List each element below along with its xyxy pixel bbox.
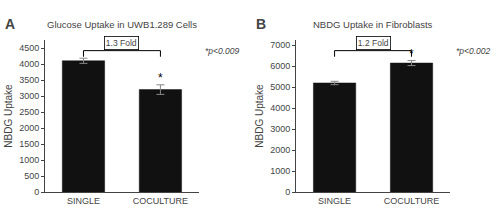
svg-text:1.2 Fold: 1.2 Fold: [358, 38, 389, 48]
svg-text:SINGLE: SINGLE: [67, 196, 100, 206]
svg-text:0: 0: [34, 187, 39, 197]
svg-text:SINGLE: SINGLE: [318, 196, 351, 206]
svg-text:2000: 2000: [270, 145, 290, 155]
svg-text:*p<0.002: *p<0.002: [456, 46, 491, 56]
svg-text:4000: 4000: [270, 103, 290, 113]
svg-text:6000: 6000: [270, 61, 290, 71]
svg-text:NBDG Uptake: NBDG Uptake: [3, 84, 14, 148]
svg-text:4000: 4000: [19, 59, 39, 69]
svg-text:1000: 1000: [19, 155, 39, 165]
svg-text:*p<0.009: *p<0.009: [205, 46, 240, 56]
svg-text:0: 0: [285, 187, 290, 197]
svg-text:2000: 2000: [19, 123, 39, 133]
svg-text:2500: 2500: [19, 107, 39, 117]
svg-text:7000: 7000: [270, 40, 290, 50]
svg-text:5000: 5000: [270, 82, 290, 92]
svg-text:Glucose Uptake in UWB1.289 Cel: Glucose Uptake in UWB1.289 Cells: [47, 19, 197, 30]
svg-text:3000: 3000: [19, 91, 39, 101]
svg-text:*: *: [409, 47, 414, 61]
svg-text:NBDG Uptake in Fibroblasts: NBDG Uptake in Fibroblasts: [313, 19, 433, 30]
svg-text:*: *: [158, 71, 163, 85]
svg-text:B: B: [256, 16, 266, 32]
svg-text:3000: 3000: [270, 124, 290, 134]
svg-text:1500: 1500: [19, 139, 39, 149]
svg-text:A: A: [5, 16, 15, 32]
svg-text:4500: 4500: [19, 43, 39, 53]
svg-text:3500: 3500: [19, 75, 39, 85]
svg-text:COCULTURE: COCULTURE: [384, 196, 439, 206]
svg-text:NBDG Uptake: NBDG Uptake: [254, 84, 265, 148]
svg-text:1.3 Fold: 1.3 Fold: [106, 38, 137, 48]
svg-text:1000: 1000: [270, 166, 290, 176]
svg-text:COCULTURE: COCULTURE: [133, 196, 188, 206]
svg-text:500: 500: [24, 171, 39, 181]
